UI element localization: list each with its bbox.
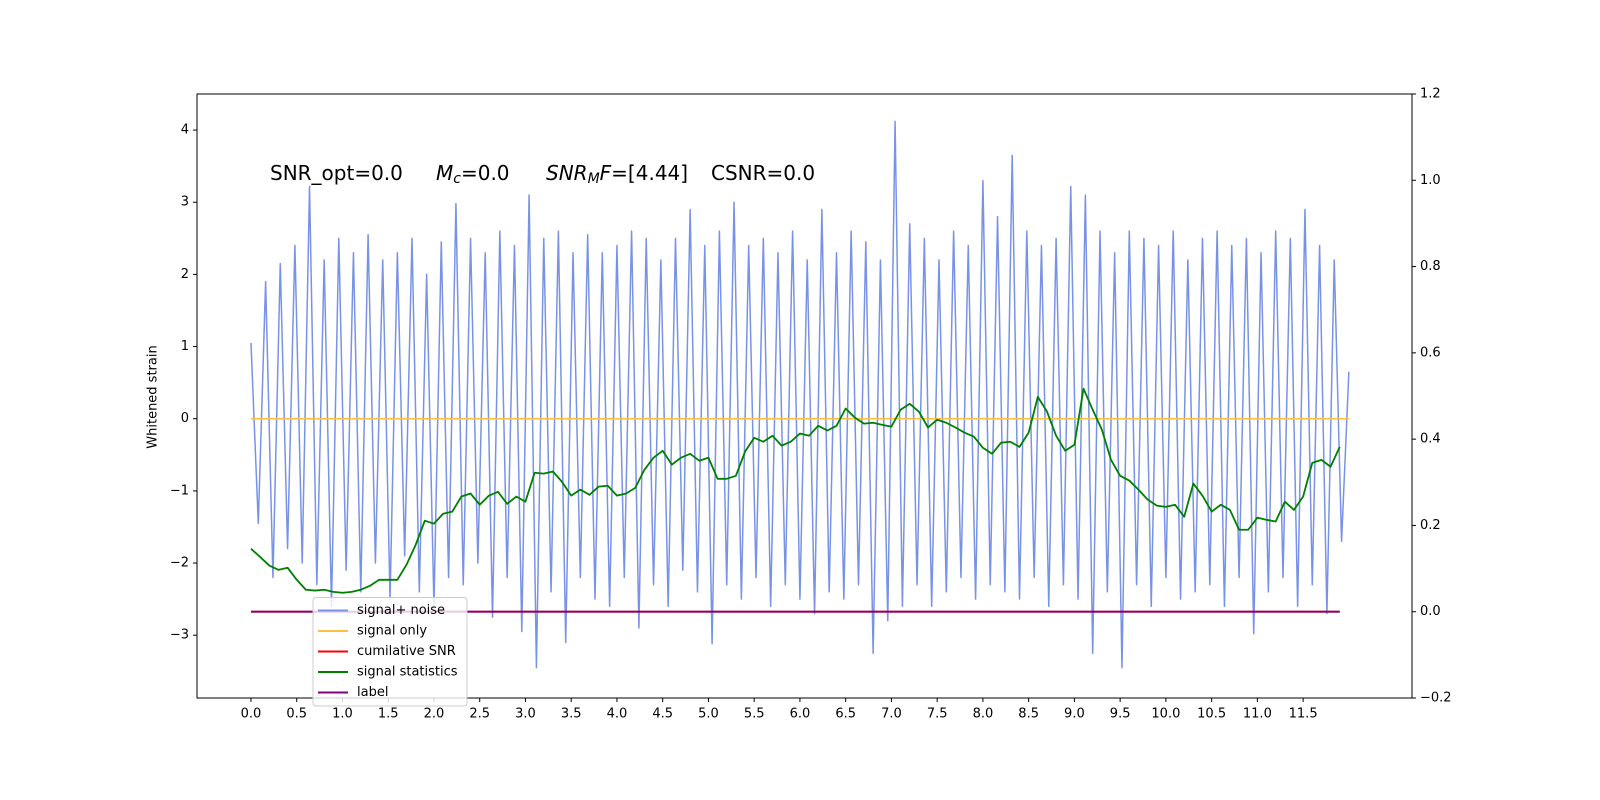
- y-tick-label: 2: [181, 267, 189, 282]
- annotation: SNRMF=[4.44]: [546, 161, 688, 188]
- x-tick-label: 7.0: [881, 707, 902, 722]
- annotation-text: =0.0: [461, 161, 510, 185]
- y-tick-label: 0: [181, 411, 189, 426]
- y-tick-label: 4: [181, 123, 189, 138]
- x-tick-label: 3.0: [515, 707, 536, 722]
- x-tick-label: 4.0: [607, 707, 628, 722]
- y2-tick-label: 0.8: [1420, 259, 1441, 274]
- x-tick-label: 1.0: [332, 707, 353, 722]
- x-tick-label: 0.5: [286, 707, 307, 722]
- annotation-text: M: [588, 171, 600, 187]
- y2-tick-label: −0.2: [1420, 691, 1452, 706]
- annotation-text: SNR: [546, 161, 588, 185]
- x-tick-label: 0.0: [241, 707, 262, 722]
- legend-box: [312, 597, 468, 707]
- x-tick-label: 6.0: [790, 707, 811, 722]
- x-tick-label: 5.0: [698, 707, 719, 722]
- x-tick-label: 1.5: [378, 707, 399, 722]
- x-tick-label: 4.5: [652, 707, 673, 722]
- annotation-text: c: [453, 171, 461, 187]
- y2-tick-label: 0.4: [1420, 432, 1441, 447]
- annotation: CSNR=0.0: [711, 161, 815, 185]
- x-tick-label: 2.0: [424, 707, 445, 722]
- annotation: SNR_opt=0.0: [270, 161, 403, 185]
- x-tick-label: 3.5: [561, 707, 582, 722]
- x-tick-label: 11.0: [1243, 707, 1272, 722]
- x-tick-label: 5.5: [744, 707, 765, 722]
- x-tick-label: 9.5: [1110, 707, 1131, 722]
- y-tick-label: 3: [181, 195, 189, 210]
- x-tick-label: 2.5: [469, 707, 490, 722]
- y2-tick-label: 0.6: [1420, 345, 1441, 360]
- x-tick-label: 9.0: [1064, 707, 1085, 722]
- x-tick-label: 10.5: [1197, 707, 1226, 722]
- y2-tick-label: 1.0: [1420, 173, 1441, 188]
- y-tick-label: 1: [181, 339, 189, 354]
- legend-label: signal statistics: [357, 665, 458, 680]
- y-tick-label: −3: [170, 628, 189, 643]
- annotation-text: CSNR=0.0: [711, 161, 815, 185]
- legend-label: signal only: [357, 624, 427, 639]
- y-tick-label: −2: [170, 556, 189, 571]
- axes-frame: [196, 93, 1413, 699]
- annotation: Mc=0.0: [436, 161, 510, 188]
- x-tick-label: 8.0: [973, 707, 994, 722]
- x-tick-label: 7.5: [927, 707, 948, 722]
- x-tick-label: 6.5: [835, 707, 856, 722]
- series-line: [250, 387, 1341, 594]
- x-tick-label: 10.0: [1151, 707, 1180, 722]
- y-tick-label: −1: [170, 483, 189, 498]
- legend-label: cumilative SNR: [357, 644, 456, 659]
- y-axis-label: Whitened strain: [146, 345, 161, 448]
- annotation-text: M: [436, 161, 453, 185]
- legend-label: label: [357, 685, 388, 700]
- annotation-text: SNR_opt=0.0: [270, 161, 403, 185]
- annotation-text: =[4.44]: [611, 161, 688, 185]
- legend-label: signal+ noise: [357, 603, 445, 618]
- annotation-text: F: [600, 161, 612, 185]
- y2-tick-label: 1.2: [1420, 87, 1441, 102]
- y2-tick-label: 0.0: [1420, 604, 1441, 619]
- y2-tick-label: 0.2: [1420, 518, 1441, 533]
- x-tick-label: 11.5: [1289, 707, 1318, 722]
- x-tick-label: 8.5: [1018, 707, 1039, 722]
